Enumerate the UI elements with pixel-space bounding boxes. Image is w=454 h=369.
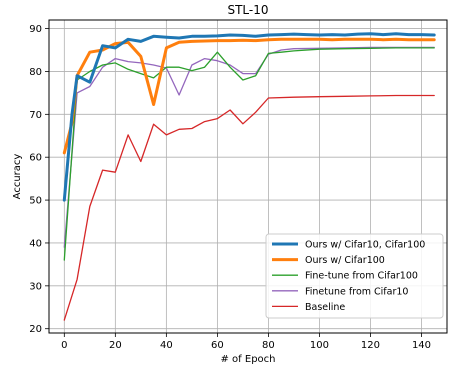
chart-title: STL-10 [227, 3, 268, 17]
legend-label: Ours w/ Cifar10, Cifar100 [305, 240, 425, 251]
legend-label: Fine-tune from Cifar100 [305, 271, 418, 282]
x-tick-label: 40 [160, 340, 173, 351]
grid-layer [49, 20, 447, 333]
x-tick-label: 80 [262, 340, 275, 351]
x-tick-label: 140 [412, 340, 431, 351]
y-tick-label: 50 [29, 196, 42, 207]
y-tick-label: 80 [29, 67, 42, 78]
y-tick-label: 40 [29, 238, 42, 249]
series-line-0 [62, 32, 436, 202]
x-tick-label: 120 [361, 340, 380, 351]
legend-box [265, 233, 444, 319]
x-axis-title: # of Epoch [221, 354, 276, 365]
y-tick-label: 30 [29, 281, 42, 292]
legend-label: Ours w/ Cifar100 [305, 255, 385, 266]
legend: Ours w/ Cifar10, Cifar100 Ours w/ Cifar10… [265, 233, 444, 319]
series-line-1 [62, 37, 436, 155]
y-tick-label: 20 [29, 324, 42, 335]
legend-label: Baseline [305, 302, 345, 313]
plot-frame [48, 19, 448, 334]
y-tick-label: 70 [29, 110, 42, 121]
y-tick-label: 90 [29, 24, 42, 35]
x-tick-label: 60 [211, 340, 224, 351]
y-tick-label: 60 [29, 153, 42, 164]
legend-label: Finetune from Cifar10 [305, 286, 408, 297]
x-tick-label: 100 [310, 340, 329, 351]
series-layer [62, 32, 436, 321]
x-tick-label: 0 [61, 340, 67, 351]
x-tick-label: 20 [109, 340, 122, 351]
series-line-4 [63, 94, 435, 321]
series-line-3 [63, 46, 435, 248]
y-axis-title: Accuracy [12, 154, 23, 200]
series-line-2 [63, 47, 435, 261]
ticks-layer: 0 20 40 60 80 100 120 140 20 30 40 50 60 70 80 90 [29, 24, 431, 351]
